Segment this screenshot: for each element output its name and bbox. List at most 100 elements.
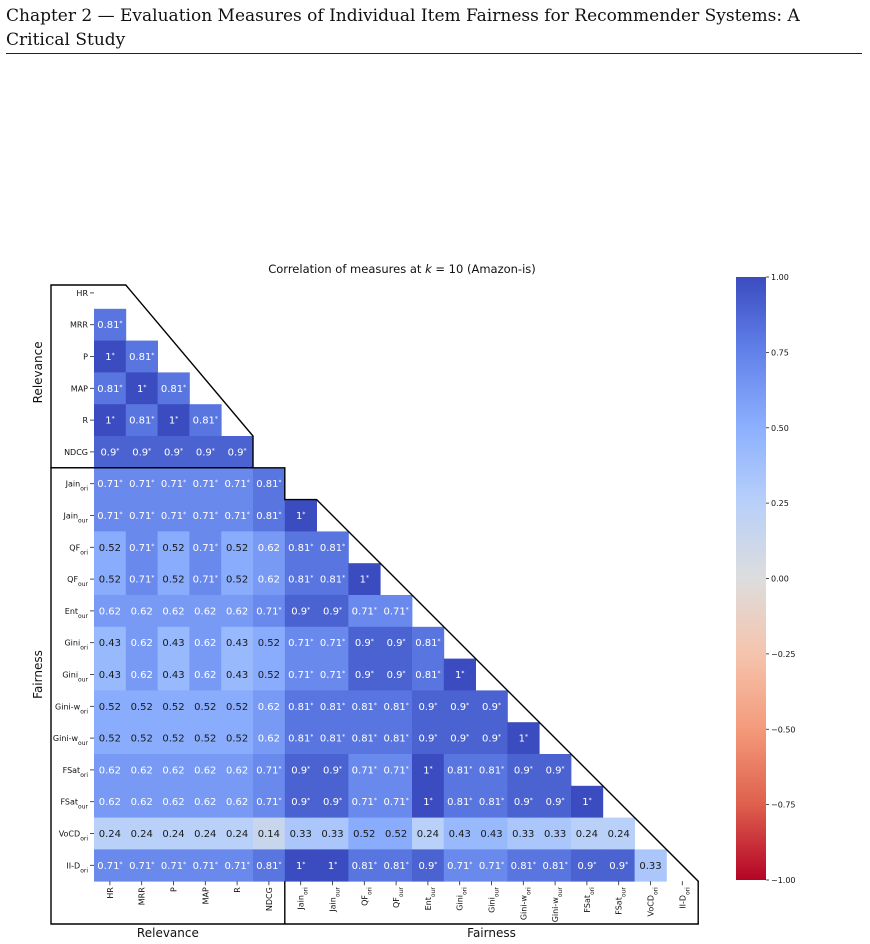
cell-value: 0.71* [479, 860, 504, 872]
heatmap-cell [253, 690, 286, 723]
heatmap-cell [316, 531, 349, 564]
heatmap-cell [189, 467, 222, 500]
cell-value: 0.71* [129, 511, 154, 523]
cell-value: 0.81* [383, 701, 408, 713]
cell-value: 0.62 [99, 797, 121, 808]
heatmap-cell [94, 849, 127, 882]
cell-value: 0.71* [383, 797, 408, 809]
heatmap-cell [221, 563, 254, 596]
heatmap-cell [348, 658, 381, 691]
cell-value: 0.81* [352, 701, 377, 713]
cell-value: 0.62 [131, 670, 153, 681]
heatmap-cell [348, 817, 381, 850]
cell-value: 1* [360, 574, 369, 586]
cell-value: 0.71* [193, 511, 218, 523]
cell-value: 0.52 [226, 702, 248, 713]
cell-value: 0.62 [258, 734, 280, 745]
heatmap-cell [157, 626, 190, 659]
cell-value: 0.43 [162, 670, 184, 681]
heatmap-cell [380, 690, 413, 723]
cell-value: 0.9* [323, 606, 342, 618]
heatmap-cell [475, 849, 508, 882]
cell-value: 0.81* [352, 860, 377, 872]
cell-value: 0.52 [353, 829, 375, 840]
cell-value: 0.81* [415, 638, 440, 650]
cell-value: 0.52 [162, 734, 184, 745]
cell-value: 0.62 [194, 670, 216, 681]
cell-value: 0.52 [194, 734, 216, 745]
heatmap-cell [507, 817, 540, 850]
x-tick-label: MRR [138, 887, 147, 905]
colorbar [736, 277, 766, 880]
y-group-label-relevance: Relevance [31, 341, 45, 403]
heatmap-cell [348, 722, 381, 755]
cell-value: 0.43 [99, 638, 121, 649]
heatmap-cell [316, 658, 349, 691]
y-tick-label: MRR [70, 321, 88, 330]
heatmap-cell [189, 849, 222, 882]
heatmap-cell [125, 340, 158, 373]
heatmap-cell [125, 499, 158, 532]
heatmap-cell [253, 595, 286, 628]
cell-value: 0.62 [162, 765, 184, 776]
cell-value: 0.71* [383, 606, 408, 618]
cell-value: 0.52 [131, 702, 153, 713]
heatmap-cell [316, 849, 349, 882]
heatmap-cell [157, 722, 190, 755]
cell-value: 0.52 [99, 575, 121, 586]
cell-value: 0.71* [224, 479, 249, 491]
cell-value: 0.24 [131, 829, 153, 840]
cell-value: 0.24 [608, 829, 630, 840]
cell-value: 0.9* [100, 447, 119, 459]
cell-value: 0.81* [352, 733, 377, 745]
heatmap-cell [221, 436, 254, 469]
cell-value: 0.71* [161, 860, 186, 872]
cell-value: 0.71* [320, 638, 345, 650]
cell-value: 0.71* [352, 765, 377, 777]
cell-value: 0.71* [224, 511, 249, 523]
cell-value: 0.81* [383, 860, 408, 872]
heatmap-cell [94, 690, 127, 723]
cell-value: 0.81* [288, 701, 313, 713]
heatmap-cell [284, 754, 317, 787]
chart-title: Correlation of measures at k = 10 (Amazo… [268, 262, 536, 276]
x-tick-label: II-Dori [678, 887, 691, 909]
cell-value: 0.81* [129, 352, 154, 364]
cell-value: 0.71* [97, 860, 122, 872]
x-tick-label: Jainori [297, 887, 310, 911]
heatmap-cell [507, 722, 540, 755]
heatmap-cell [157, 849, 190, 882]
heatmap-cell [157, 563, 190, 596]
cell-value: 0.43 [226, 670, 248, 681]
group-frame-relevance [50, 284, 254, 469]
cell-value: 0.43 [449, 829, 471, 840]
heatmap-cell [189, 563, 222, 596]
heatmap-cell [475, 754, 508, 787]
cell-value: 0.33 [321, 829, 343, 840]
cell-value: 0.62 [258, 575, 280, 586]
heatmap-cell [125, 404, 158, 437]
heatmap-cell [125, 690, 158, 723]
cell-value: 0.71* [288, 638, 313, 650]
cell-value: 0.71* [161, 511, 186, 523]
heatmap-cell [221, 754, 254, 787]
heatmap-cell [602, 849, 635, 882]
heatmap-cell [157, 531, 190, 564]
cell-value: 0.81* [383, 733, 408, 745]
y-tick-label: FSatori [63, 766, 89, 779]
heatmap-cell [412, 754, 445, 787]
cell-value: 0.81* [256, 511, 281, 523]
cell-value: 0.9* [482, 701, 501, 713]
heatmap-cell [94, 340, 127, 373]
heatmap-cell [221, 690, 254, 723]
cell-value: 0.71* [129, 574, 154, 586]
heatmap-cell [125, 785, 158, 818]
x-tick-label: Entour [424, 887, 437, 911]
colorbar-tick-label: 0.00 [771, 575, 789, 584]
heatmap-cell [284, 722, 317, 755]
cell-value: 0.81* [97, 320, 122, 332]
cell-value: 0.62 [194, 606, 216, 617]
cell-value: 1* [296, 511, 305, 523]
cell-value: 0.81* [479, 797, 504, 809]
y-tick-label: HR [76, 289, 88, 298]
